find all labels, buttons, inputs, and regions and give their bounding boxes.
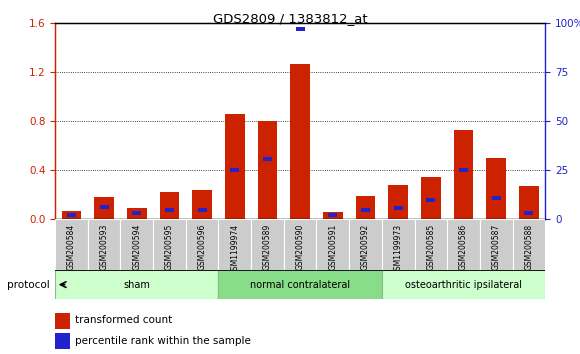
Bar [132,211,141,215]
Text: GSM200590: GSM200590 [296,224,304,270]
Bar [291,63,310,219]
Text: GDS2809 / 1383812_at: GDS2809 / 1383812_at [213,12,367,25]
Text: GSM200585: GSM200585 [426,224,436,270]
Bar [230,169,239,172]
Bar [61,211,81,219]
Text: transformed count: transformed count [75,315,172,325]
Text: GSM200588: GSM200588 [524,224,534,270]
Text: GSM1199974: GSM1199974 [230,224,240,275]
Bar [492,196,501,200]
Bar [67,213,76,217]
Bar [415,219,447,271]
Bar [328,213,337,217]
Bar [160,193,179,219]
Bar [165,208,174,212]
Bar [323,212,343,219]
Bar [186,219,219,271]
Bar [524,211,533,215]
Bar [394,206,403,210]
Bar [426,198,435,202]
Bar [349,219,382,271]
Bar [55,219,88,271]
Text: GSM200586: GSM200586 [459,224,468,270]
Text: GSM200595: GSM200595 [165,224,174,270]
Bar [480,219,513,271]
Bar [361,208,370,212]
Bar [258,121,277,219]
Bar [193,190,212,219]
Text: percentile rank within the sample: percentile rank within the sample [75,336,251,346]
Text: protocol: protocol [7,280,50,290]
Bar [382,219,415,271]
Text: sham: sham [124,280,150,290]
Bar [121,219,153,271]
Bar [447,219,480,271]
Bar [127,209,147,219]
Text: GSM1199973: GSM1199973 [394,224,403,275]
Bar [519,186,539,219]
Bar [219,219,251,271]
Bar [100,205,108,209]
Text: GSM200589: GSM200589 [263,224,272,270]
Bar [317,219,349,271]
Bar [219,270,382,299]
Bar [356,196,375,219]
Text: normal contralateral: normal contralateral [250,280,350,290]
Text: osteoarthritic ipsilateral: osteoarthritic ipsilateral [405,280,522,290]
Text: GSM200584: GSM200584 [67,224,76,270]
Bar [263,156,272,161]
Bar [487,158,506,219]
Bar [55,270,219,299]
Bar [153,219,186,271]
Bar [284,219,317,271]
Bar [55,333,70,349]
Text: GSM200591: GSM200591 [328,224,338,270]
Bar [251,219,284,271]
Bar [421,177,441,219]
Bar [454,130,473,219]
Bar [389,185,408,219]
Text: GSM200592: GSM200592 [361,224,370,270]
Bar [382,270,545,299]
Bar [225,114,245,219]
Text: GSM200594: GSM200594 [132,224,142,270]
Bar [296,27,304,31]
Bar [88,219,121,271]
Text: GSM200596: GSM200596 [198,224,206,270]
Bar [198,208,206,212]
Text: GSM200593: GSM200593 [100,224,108,270]
Text: GSM200587: GSM200587 [492,224,501,270]
Bar [95,198,114,219]
Bar [459,169,468,172]
Bar [55,313,70,329]
Bar [513,219,545,271]
